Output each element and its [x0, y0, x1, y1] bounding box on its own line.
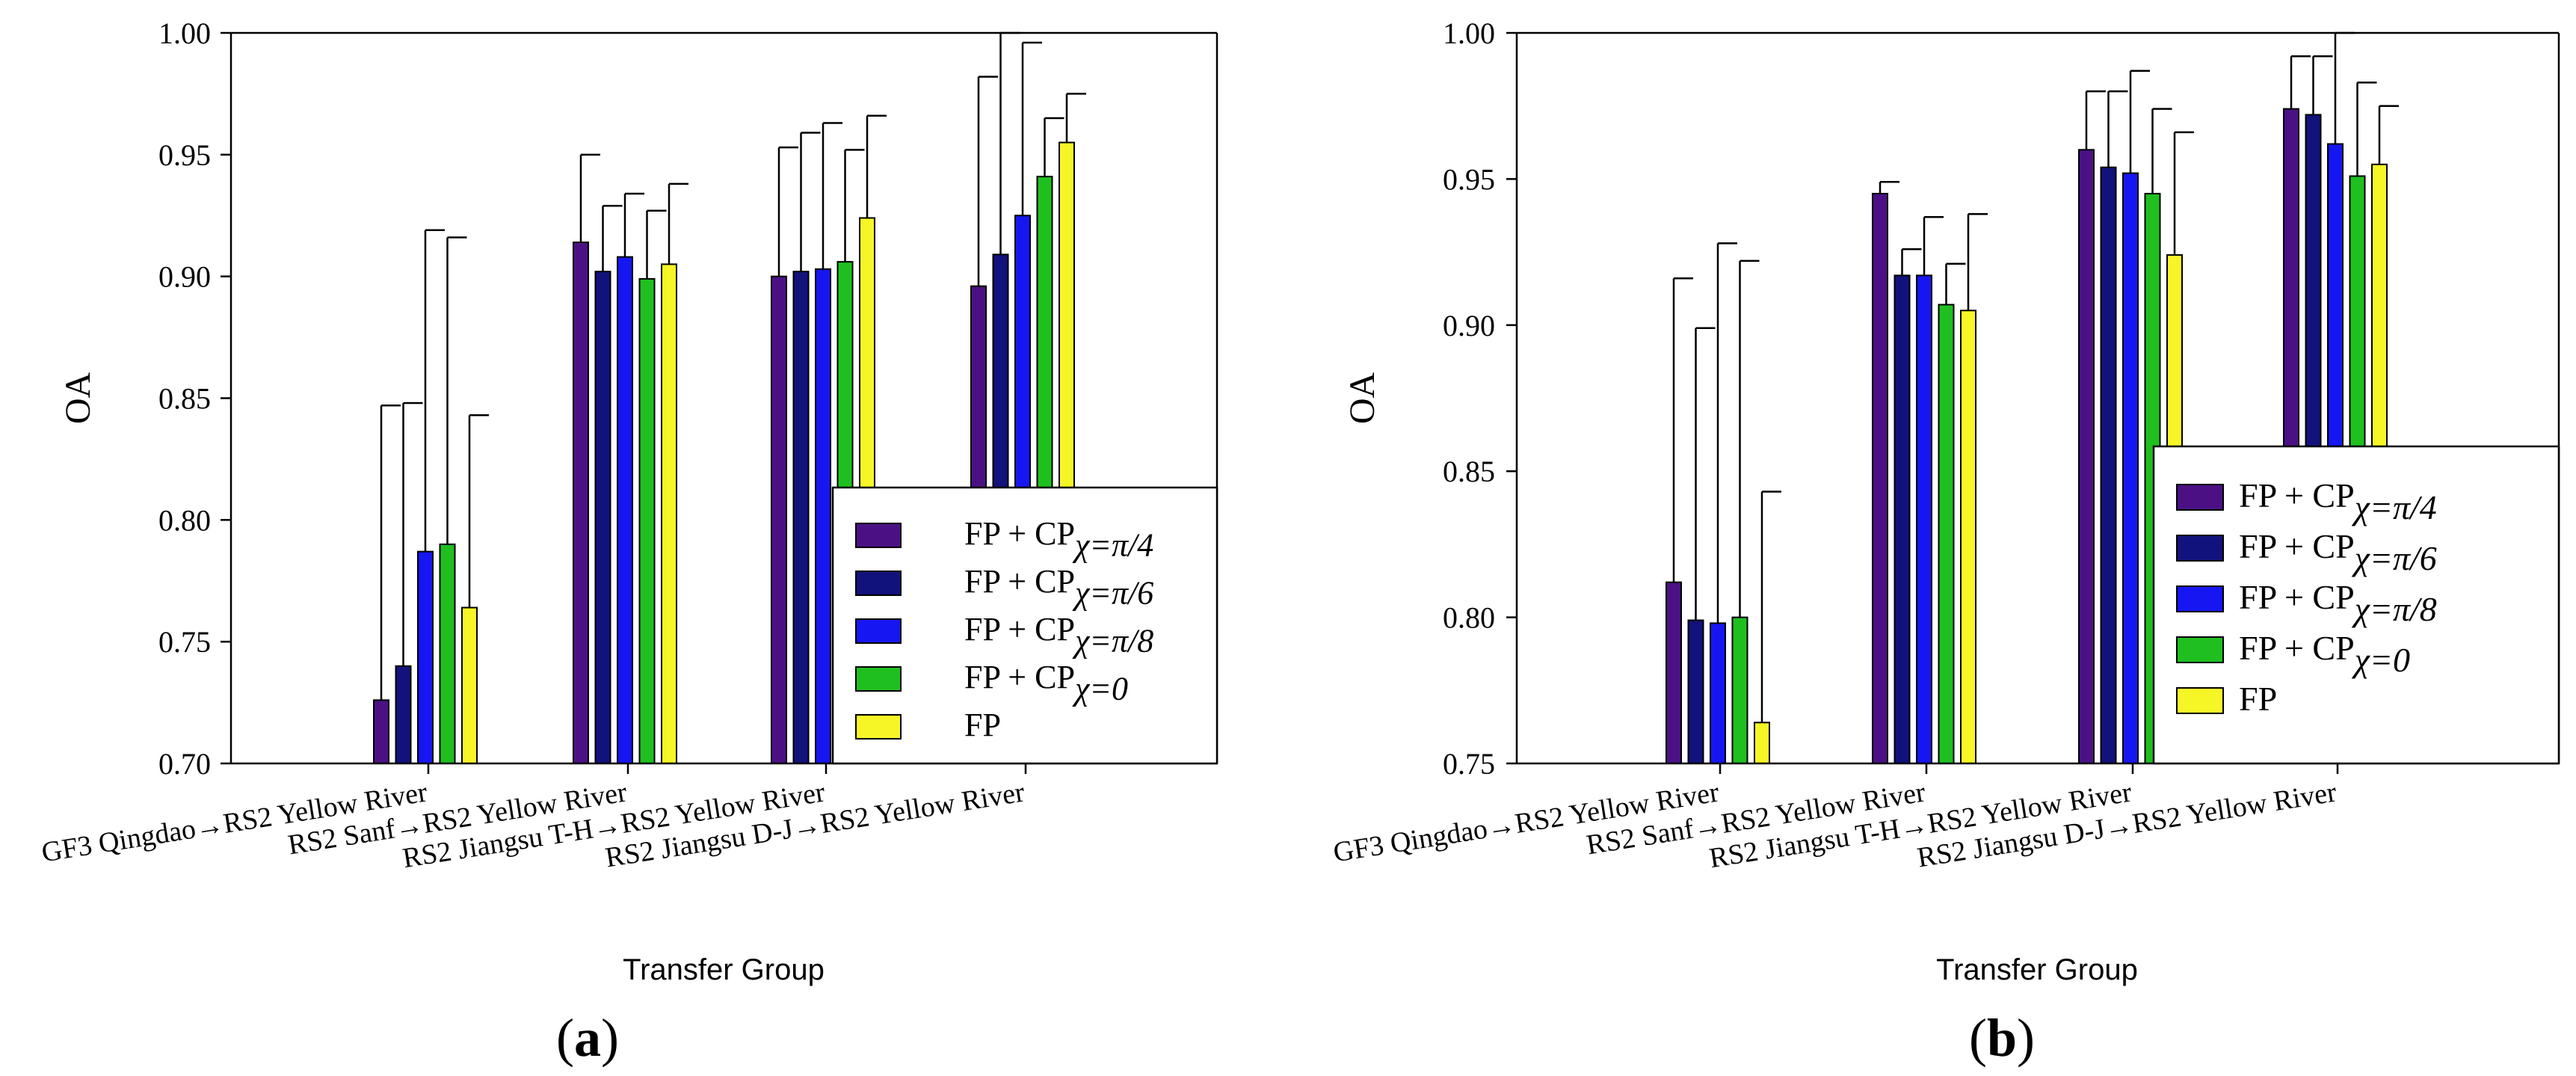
bar — [661, 263, 677, 764]
bar — [1960, 310, 1976, 764]
legend-swatch — [2176, 535, 2224, 562]
legend-label: FP + CPχ=π/4 — [2239, 476, 2437, 526]
bar — [1666, 581, 1682, 764]
y-tick-label: 1.00 — [158, 16, 211, 50]
legend-label: FP + CPχ=π/8 — [2239, 578, 2437, 628]
legend-label: FP — [2239, 680, 2277, 718]
bar — [1938, 304, 1955, 765]
bar — [2122, 172, 2139, 765]
bar — [2078, 149, 2095, 764]
legend-label: FP + CPχ=0 — [964, 659, 1128, 707]
legend-label: FP + CPχ=π/6 — [964, 563, 1153, 611]
legend-swatch — [855, 666, 902, 692]
bar — [439, 543, 456, 765]
legend: FP + CPχ=π/4FP + CPχ=π/6FP + CPχ=π/8FP +… — [831, 486, 1218, 765]
y-tick-label: 0.90 — [158, 260, 211, 294]
bar — [373, 699, 389, 764]
bar — [417, 550, 434, 764]
legend-swatch — [855, 714, 902, 740]
legend-swatch — [855, 523, 902, 548]
panel-label: (b) — [1969, 1008, 2035, 1068]
y-tick-label: 0.95 — [158, 138, 211, 172]
bar — [1731, 616, 1748, 764]
legend: FP + CPχ=π/4FP + CPχ=π/6FP + CPχ=π/8FP +… — [2152, 445, 2560, 765]
bar — [395, 665, 412, 764]
y-tick-label: 0.75 — [158, 625, 211, 659]
legend-swatch — [2176, 484, 2224, 511]
legend-label: FP + CPχ=π/6 — [2239, 527, 2437, 577]
y-axis-title: OA — [1343, 372, 1382, 425]
legend-label: FP + CPχ=0 — [2239, 629, 2410, 679]
y-tick-label: 0.85 — [1443, 455, 1495, 488]
bar — [573, 242, 589, 765]
bar — [1754, 722, 1770, 765]
y-tick-label: 0.75 — [1443, 747, 1495, 781]
bar — [1710, 622, 1726, 765]
x-axis-title: Transfer Group — [623, 953, 825, 986]
bar — [792, 271, 810, 764]
bar — [1872, 192, 1888, 764]
legend-swatch — [2176, 687, 2224, 714]
legend-swatch — [2176, 585, 2224, 612]
bar — [771, 275, 787, 764]
y-axis-title: OA — [58, 372, 98, 425]
y-tick-label: 0.90 — [1443, 309, 1495, 342]
bar — [594, 271, 611, 764]
y-tick-label: 0.80 — [158, 503, 211, 537]
y-tick-label: 0.70 — [158, 747, 211, 781]
y-tick-label: 0.95 — [1443, 162, 1495, 196]
bar — [617, 256, 633, 764]
bar — [1916, 274, 1932, 764]
y-tick-label: 0.85 — [158, 382, 211, 416]
y-tick-label: 0.80 — [1443, 601, 1495, 635]
bar — [1894, 274, 1911, 764]
bar — [461, 606, 478, 764]
legend-label: FP — [964, 707, 1001, 743]
x-axis-title: Transfer Group — [1936, 953, 2138, 986]
legend-swatch — [855, 618, 902, 644]
bar — [2100, 166, 2117, 764]
legend-swatch — [2176, 636, 2224, 663]
bar — [1687, 619, 1704, 764]
legend-swatch — [855, 571, 902, 596]
bar — [815, 268, 831, 764]
legend-label: FP + CPχ=π/4 — [964, 515, 1153, 563]
panel-label: (a) — [556, 1008, 619, 1068]
bar — [638, 277, 656, 764]
y-tick-label: 1.00 — [1443, 16, 1495, 50]
legend-label: FP + CPχ=π/8 — [964, 611, 1153, 659]
